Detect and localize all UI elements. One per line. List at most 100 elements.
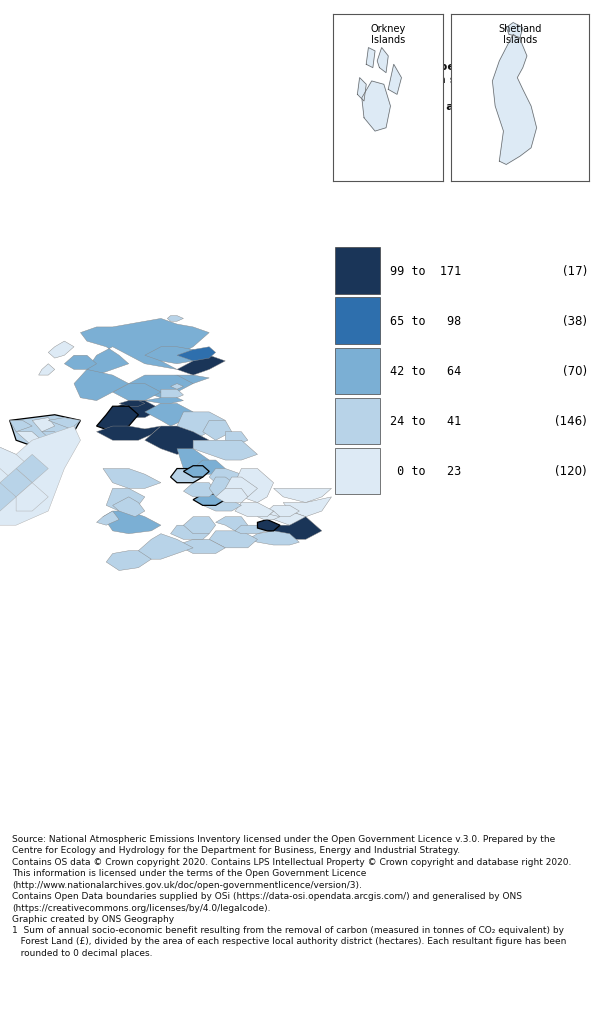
Text: 1  Sum of annual socio-economic benefit resulting from the removal of carbon (me: 1 Sum of annual socio-economic benefit r… xyxy=(12,925,566,957)
Polygon shape xyxy=(267,518,322,540)
Polygon shape xyxy=(129,376,193,398)
Text: Socio-economic benefit from
woodland carbon sequestration
(£ per hectare)¹
(Tota: Socio-economic benefit from woodland car… xyxy=(336,63,540,112)
Polygon shape xyxy=(161,376,209,387)
Polygon shape xyxy=(209,477,242,497)
Polygon shape xyxy=(362,82,390,132)
Polygon shape xyxy=(183,466,209,477)
Polygon shape xyxy=(209,469,242,483)
Polygon shape xyxy=(267,506,299,518)
Text: 24 to   41: 24 to 41 xyxy=(390,415,462,428)
Text: Source: National Atmospheric Emissions Inventory licensed under the Open Governm: Source: National Atmospheric Emissions I… xyxy=(12,834,571,923)
Polygon shape xyxy=(16,455,48,483)
Text: (70): (70) xyxy=(563,365,587,378)
Polygon shape xyxy=(171,384,183,390)
Polygon shape xyxy=(235,503,274,518)
Polygon shape xyxy=(235,469,274,503)
Polygon shape xyxy=(0,483,16,512)
Polygon shape xyxy=(177,412,226,441)
Polygon shape xyxy=(106,551,151,571)
Polygon shape xyxy=(10,416,80,447)
Polygon shape xyxy=(145,398,183,404)
Text: (17): (17) xyxy=(562,265,587,278)
Polygon shape xyxy=(274,489,331,503)
Polygon shape xyxy=(193,494,226,506)
Polygon shape xyxy=(106,489,145,512)
Polygon shape xyxy=(0,427,80,526)
Polygon shape xyxy=(267,512,306,526)
Polygon shape xyxy=(64,356,96,370)
Polygon shape xyxy=(112,497,145,518)
Polygon shape xyxy=(258,515,280,520)
Polygon shape xyxy=(226,433,248,447)
Polygon shape xyxy=(80,319,209,376)
Polygon shape xyxy=(193,441,258,461)
Polygon shape xyxy=(145,427,209,455)
Polygon shape xyxy=(177,356,226,376)
Polygon shape xyxy=(119,401,145,406)
Polygon shape xyxy=(215,518,248,532)
Polygon shape xyxy=(16,483,48,512)
Polygon shape xyxy=(171,469,203,483)
Polygon shape xyxy=(103,469,161,489)
Polygon shape xyxy=(177,348,215,362)
Polygon shape xyxy=(203,497,242,512)
Text: 42 to   64: 42 to 64 xyxy=(390,365,462,378)
Polygon shape xyxy=(248,532,299,546)
Polygon shape xyxy=(226,477,258,497)
Polygon shape xyxy=(96,406,139,433)
Polygon shape xyxy=(235,526,267,534)
Polygon shape xyxy=(171,526,209,540)
Polygon shape xyxy=(139,534,193,560)
Bar xyxy=(336,298,380,345)
Polygon shape xyxy=(0,469,16,497)
Polygon shape xyxy=(145,404,193,427)
Bar xyxy=(336,448,380,494)
Polygon shape xyxy=(32,419,55,433)
Bar xyxy=(336,398,380,445)
Polygon shape xyxy=(10,421,32,433)
Bar xyxy=(336,348,380,394)
Bar xyxy=(336,249,380,295)
Text: 0 to   23: 0 to 23 xyxy=(390,465,462,478)
Polygon shape xyxy=(96,512,119,526)
Polygon shape xyxy=(193,461,226,475)
Polygon shape xyxy=(167,316,183,321)
Polygon shape xyxy=(209,532,258,548)
Polygon shape xyxy=(48,419,80,430)
Text: 65 to   98: 65 to 98 xyxy=(390,315,462,328)
Polygon shape xyxy=(493,35,537,166)
Polygon shape xyxy=(103,512,161,534)
Polygon shape xyxy=(177,540,226,554)
Polygon shape xyxy=(74,370,129,401)
Polygon shape xyxy=(183,518,215,534)
Polygon shape xyxy=(367,49,375,69)
Polygon shape xyxy=(48,342,74,359)
Polygon shape xyxy=(358,79,367,102)
Polygon shape xyxy=(145,348,209,364)
Polygon shape xyxy=(258,520,280,532)
Polygon shape xyxy=(0,441,16,483)
Polygon shape xyxy=(112,384,161,401)
Text: Shetland
Islands: Shetland Islands xyxy=(499,23,541,45)
Polygon shape xyxy=(203,421,231,441)
Text: (120): (120) xyxy=(555,465,587,478)
Polygon shape xyxy=(177,449,209,469)
Polygon shape xyxy=(16,433,42,447)
Text: Orkney
Islands: Orkney Islands xyxy=(371,23,406,45)
Polygon shape xyxy=(161,390,183,401)
Polygon shape xyxy=(215,489,248,503)
Polygon shape xyxy=(389,66,402,95)
Polygon shape xyxy=(377,49,389,74)
Polygon shape xyxy=(42,433,64,444)
Polygon shape xyxy=(96,427,161,441)
Text: (146): (146) xyxy=(555,415,587,428)
Polygon shape xyxy=(39,364,55,376)
Polygon shape xyxy=(183,483,215,497)
Text: (38): (38) xyxy=(563,315,587,328)
Polygon shape xyxy=(283,497,331,518)
Polygon shape xyxy=(0,441,32,483)
Polygon shape xyxy=(506,23,523,38)
Polygon shape xyxy=(112,401,161,419)
Text: 99 to  171: 99 to 171 xyxy=(390,265,462,278)
Polygon shape xyxy=(0,469,32,497)
